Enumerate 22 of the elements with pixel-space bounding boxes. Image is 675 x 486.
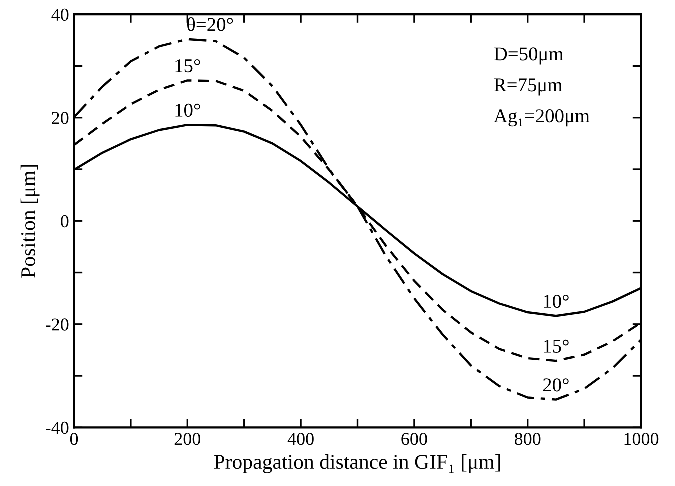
y-tick-label: 20 [52, 112, 69, 124]
x-tick-label: 800 [514, 433, 541, 446]
y-tick-label: 40 [52, 8, 69, 22]
y-axis-title: Position [μm] [20, 165, 40, 278]
annotation: D=50μm [494, 48, 564, 65]
annotation: 20° [543, 378, 569, 392]
annotation: 10° [176, 104, 200, 118]
annotation: θ=20° [187, 18, 234, 32]
x-tick-label: 0 [70, 433, 78, 446]
x-tick-label: 600 [402, 433, 428, 446]
x-tick-label: 1000 [624, 433, 659, 446]
x-tick-label: 200 [174, 433, 201, 446]
x-tick-label: 400 [288, 433, 314, 446]
annotation: R=75μm [494, 78, 562, 96]
y-tick-label: -20 [46, 318, 69, 331]
annotation: 15° [176, 59, 200, 73]
annotation: 15° [544, 340, 569, 353]
annotation: Ag₁=200μm [494, 110, 590, 127]
y-tick-label: 0 [61, 215, 69, 228]
x-axis-title: Propagation distance in GIF₁ [μm] [214, 454, 500, 474]
annotation: 10° [544, 294, 569, 308]
y-tick-label: -40 [46, 422, 69, 434]
